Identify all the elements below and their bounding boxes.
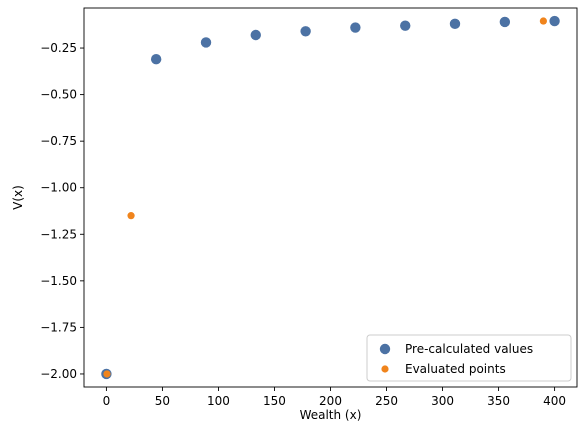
y-axis: −2.00 −1.75 −1.50 −1.25 −1.00 −0.75 −0.50 −0.25 (40, 41, 84, 381)
y-tick-label: −1.50 (40, 274, 77, 288)
precalculated-point (300, 26, 311, 37)
x-tick-label: 300 (431, 394, 454, 408)
precalculated-point (350, 22, 361, 33)
evaluated-point (103, 370, 111, 378)
legend-entry: Pre-calculated values (405, 342, 533, 356)
x-tick-label: 100 (207, 394, 230, 408)
legend-marker (381, 365, 389, 373)
data-points (101, 15, 560, 380)
y-tick-label: −0.50 (40, 88, 77, 102)
precalculated-point (200, 37, 212, 48)
y-tick-label: −0.75 (40, 134, 77, 148)
x-axis-label: Wealth (x) (300, 408, 362, 422)
y-tick-label: −2.00 (40, 367, 77, 381)
x-tick-label: 150 (263, 394, 286, 408)
precalculated-point (150, 54, 162, 65)
precalculated-point (549, 15, 560, 27)
x-tick-label: 350 (487, 394, 510, 408)
precalculated-point (400, 20, 411, 31)
y-tick-label: −0.25 (40, 41, 77, 55)
y-tick-label: −1.75 (40, 320, 77, 334)
y-tick-label: −1.00 (40, 181, 77, 195)
y-tick-label: −1.25 (40, 227, 77, 241)
y-axis-label: V(x) (11, 185, 25, 210)
x-tick-label: 50 (155, 394, 170, 408)
x-tick-label: 200 (319, 394, 342, 408)
x-axis: 0 50 100 150 200 250 300 350 400 (103, 387, 566, 408)
plot-area (83, 7, 578, 388)
precalculated-point (449, 18, 461, 30)
evaluated-point (539, 17, 547, 25)
evaluated-point (127, 212, 135, 220)
legend-entry: Evaluated points (405, 362, 506, 376)
legend: Pre-calculated values Evaluated points (366, 334, 572, 382)
x-tick-label: 0 (103, 394, 111, 408)
x-tick-label: 250 (375, 394, 398, 408)
precalculated-point (250, 29, 261, 41)
plot-frame (83, 7, 578, 388)
precalculated-point (499, 16, 511, 28)
legend-marker (379, 343, 391, 355)
legend-box (366, 334, 572, 382)
x-tick-label: 400 (543, 394, 566, 408)
